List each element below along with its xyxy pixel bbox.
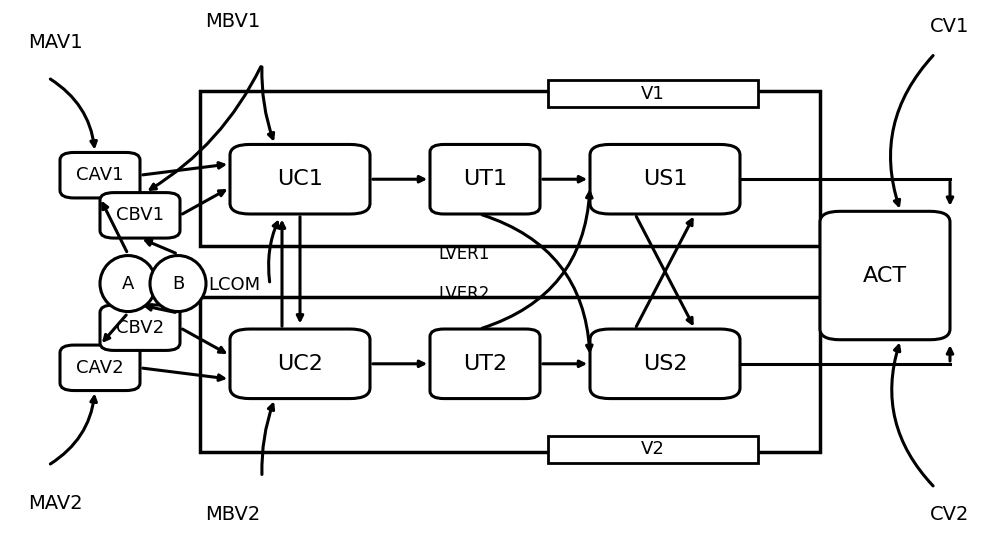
Text: CBV1: CBV1 — [116, 207, 164, 224]
FancyArrowPatch shape — [482, 215, 592, 350]
Bar — [200, 297, 820, 452]
Text: US1: US1 — [643, 169, 687, 189]
FancyBboxPatch shape — [590, 144, 740, 214]
Text: MAV1: MAV1 — [28, 33, 83, 52]
Bar — [200, 91, 820, 246]
Text: CAV1: CAV1 — [76, 166, 124, 184]
FancyBboxPatch shape — [430, 144, 540, 214]
FancyBboxPatch shape — [60, 152, 140, 198]
FancyBboxPatch shape — [820, 211, 950, 340]
Text: A: A — [122, 274, 134, 293]
FancyBboxPatch shape — [590, 329, 740, 399]
Text: MAV2: MAV2 — [28, 494, 83, 514]
FancyBboxPatch shape — [100, 193, 180, 238]
Ellipse shape — [100, 256, 156, 311]
Text: CV2: CV2 — [930, 505, 969, 524]
Ellipse shape — [150, 256, 206, 311]
Text: UT1: UT1 — [463, 169, 507, 189]
FancyBboxPatch shape — [230, 329, 370, 399]
Text: LVER1: LVER1 — [438, 245, 489, 263]
Text: V2: V2 — [641, 440, 665, 458]
Bar — [548, 80, 758, 107]
Text: CV1: CV1 — [930, 17, 969, 36]
Text: B: B — [172, 274, 184, 293]
Bar — [548, 436, 758, 463]
FancyBboxPatch shape — [430, 329, 540, 399]
Text: LCOM: LCOM — [208, 276, 260, 294]
Text: V1: V1 — [641, 85, 665, 103]
Text: UC1: UC1 — [277, 169, 323, 189]
Text: LVER2: LVER2 — [438, 285, 489, 303]
Text: MBV2: MBV2 — [205, 505, 260, 524]
Text: UT2: UT2 — [463, 354, 507, 374]
FancyBboxPatch shape — [230, 144, 370, 214]
Text: UC2: UC2 — [277, 354, 323, 374]
FancyBboxPatch shape — [60, 345, 140, 391]
FancyBboxPatch shape — [100, 305, 180, 350]
Text: CBV2: CBV2 — [116, 319, 164, 337]
FancyArrowPatch shape — [482, 193, 592, 328]
Text: ACT: ACT — [863, 265, 907, 286]
Text: US2: US2 — [643, 354, 687, 374]
Text: MBV1: MBV1 — [205, 12, 260, 31]
Text: CAV2: CAV2 — [76, 359, 124, 377]
